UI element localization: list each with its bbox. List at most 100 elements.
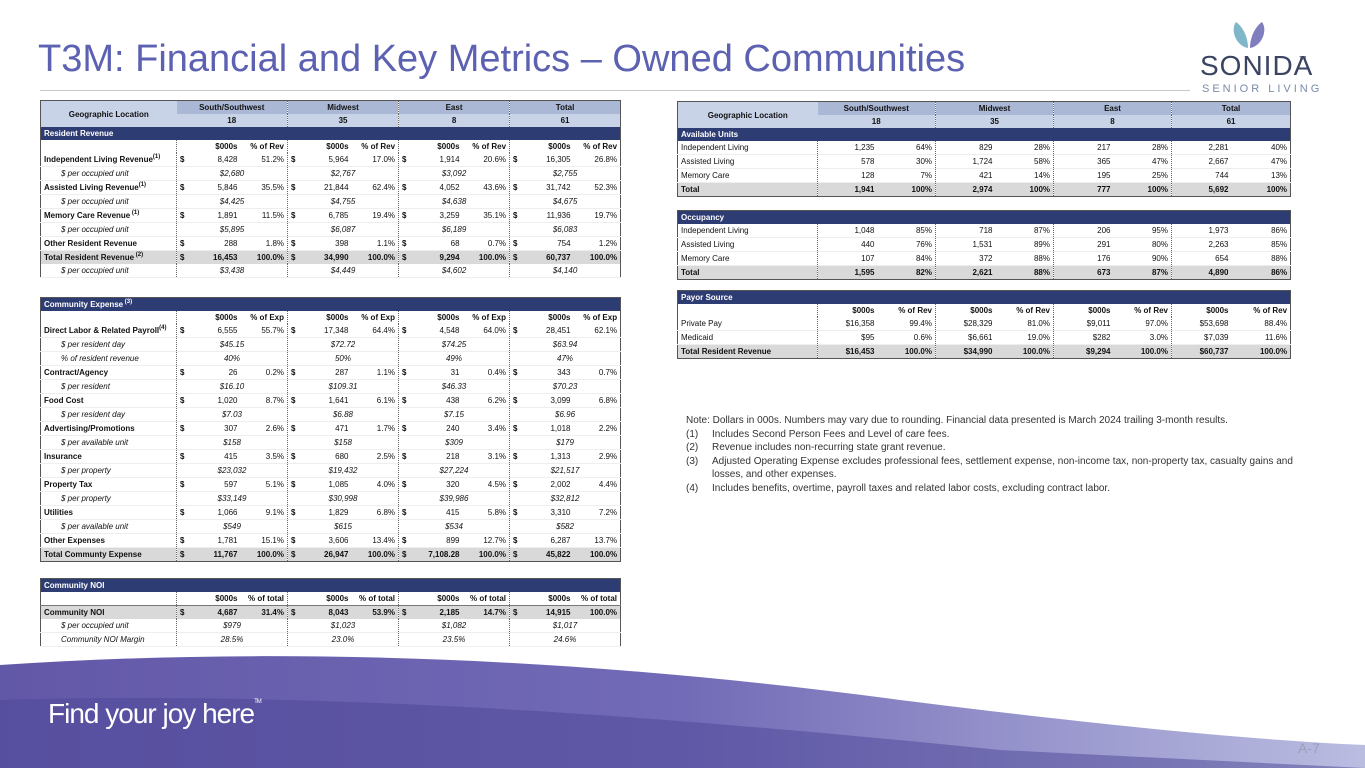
- section-row: Occupancy: [677, 210, 1291, 224]
- value: 343: [523, 365, 574, 380]
- value: 5,964: [301, 153, 352, 167]
- per-unit-value: $309: [398, 435, 510, 450]
- value: 218: [412, 449, 463, 464]
- value: 1,531: [935, 237, 996, 252]
- currency: $: [509, 449, 524, 464]
- row-label-text: $ per occupied unit: [61, 621, 129, 630]
- value: 4,890: [1171, 265, 1232, 280]
- table-row: Total Communty Expense $11,767 100.0% $26,9…: [40, 547, 621, 562]
- column-header-row: $000s% of Rev $000s% of Rev $000s% of Rev $…: [678, 304, 1291, 317]
- currency: $: [176, 153, 191, 167]
- section-title: Available Units: [677, 128, 1291, 141]
- percent: 51.2%: [240, 153, 288, 167]
- row-label: Independent Living: [677, 141, 818, 155]
- table-body: Community NOI $000s% of total $000s% of to…: [40, 578, 621, 647]
- value: 1,973: [1171, 224, 1232, 238]
- currency: $: [176, 236, 191, 251]
- column-header: $000s: [817, 304, 878, 317]
- row-label: Independent Living: [677, 224, 818, 238]
- value: 1,020: [190, 393, 241, 408]
- value: 76%: [877, 237, 936, 252]
- value: 87%: [1113, 265, 1172, 280]
- row-label-text: Total Resident Revenue: [44, 253, 135, 262]
- currency: $: [398, 449, 413, 464]
- column-header: % of Exp: [472, 313, 506, 322]
- currency: $: [176, 605, 191, 619]
- percent: 6.8%: [573, 393, 621, 408]
- currency: $: [176, 365, 191, 380]
- per-unit-value: $158: [176, 435, 288, 450]
- row-label-text: Food Cost: [44, 396, 84, 405]
- value: 3,606: [301, 533, 352, 548]
- row-label-text: $ per occupied unit: [61, 225, 129, 234]
- table: Occupancy Independent Living 1,048 85% 718 87…: [677, 210, 1292, 280]
- percent: 2.2%: [573, 421, 621, 436]
- table-row: $ per resident $16.10 $109.31 $46.33 $70.23: [40, 379, 621, 394]
- per-unit-value: $6.88: [287, 407, 399, 422]
- value: 2,281: [1171, 141, 1232, 155]
- row-label: Memory Care: [677, 168, 818, 183]
- value: 11.6%: [1231, 330, 1291, 345]
- column-header: $000s: [398, 592, 463, 606]
- value: 217: [1053, 141, 1114, 155]
- value: 47%: [1113, 154, 1172, 169]
- column-header: $000s: [509, 140, 574, 153]
- column-header: % of Rev: [1016, 306, 1050, 315]
- logo-icon: [1233, 22, 1265, 48]
- column-header: $000s: [176, 311, 241, 324]
- section-title-text: Community Expense: [44, 300, 124, 309]
- percent: 100.0%: [351, 250, 399, 264]
- currency: $: [287, 547, 302, 562]
- currency: $: [287, 250, 302, 264]
- per-unit-value: $4,449: [287, 264, 399, 278]
- region-name: Total: [509, 100, 621, 114]
- row-label-text: Direct Labor & Related Payroll: [44, 326, 160, 335]
- percent: 9.1%: [240, 505, 288, 520]
- row-label-text: % of resident revenue: [61, 354, 139, 363]
- value: 2,667: [1171, 154, 1232, 169]
- per-unit-value: $179: [508, 435, 621, 450]
- region-name: Midwest: [287, 100, 399, 114]
- table-row: Total Resident Revenue $16,453 100.0% $34,9…: [677, 344, 1291, 359]
- row-label: $ per occupied unit: [40, 194, 177, 209]
- per-unit-value: $534: [398, 519, 510, 534]
- section-title: Community NOI: [40, 578, 621, 592]
- section-title: Occupancy: [677, 210, 1291, 224]
- table-row: $ per resident day $45.15 $72.72 $74.25 $63.…: [40, 337, 621, 352]
- value: 0.6%: [877, 330, 936, 345]
- row-label-text: Memory Care Revenue: [44, 211, 131, 220]
- row-label: Food Cost: [40, 393, 177, 408]
- percent: 100.0%: [351, 547, 399, 562]
- percent: 43.6%: [462, 180, 510, 195]
- column-header: $000s: [287, 311, 352, 324]
- slide-title: T3M: Financial and Key Metrics – Owned C…: [38, 38, 966, 80]
- percent: 0.7%: [573, 365, 621, 380]
- row-label: Total: [677, 182, 818, 197]
- value: 176: [1053, 251, 1114, 266]
- table-body: Geographic Location South/Southwest Midwes…: [677, 101, 1291, 197]
- column-header: $000s: [935, 304, 996, 317]
- column-header: % of Exp: [583, 313, 618, 322]
- column-header: % of Rev: [583, 142, 618, 151]
- column-header: $000s: [1053, 304, 1114, 317]
- per-unit-value: $2,767: [287, 166, 399, 181]
- currency: $: [398, 505, 413, 520]
- row-label: Total Communty Expense: [40, 547, 177, 562]
- percent: 7.2%: [573, 505, 621, 520]
- currency: $: [398, 421, 413, 436]
- row-label-text: Independent Living: [681, 143, 749, 152]
- row-label: $ per resident day: [40, 337, 177, 352]
- value: 829: [935, 141, 996, 155]
- per-unit-value: $6,087: [287, 222, 399, 237]
- percent: 6.1%: [351, 393, 399, 408]
- percent: 1.8%: [240, 236, 288, 251]
- per-unit-value: $5,895: [175, 222, 288, 237]
- currency: $: [509, 180, 524, 195]
- value: 899: [412, 533, 463, 548]
- percent: 100.0%: [240, 250, 288, 264]
- per-unit-value: $46.33: [398, 379, 510, 394]
- value: 288: [190, 236, 241, 251]
- table-row: $ per property $23,032 $19,432 $27,224 $21,5…: [40, 463, 621, 478]
- slogan: Find your joy hereTM: [48, 698, 262, 730]
